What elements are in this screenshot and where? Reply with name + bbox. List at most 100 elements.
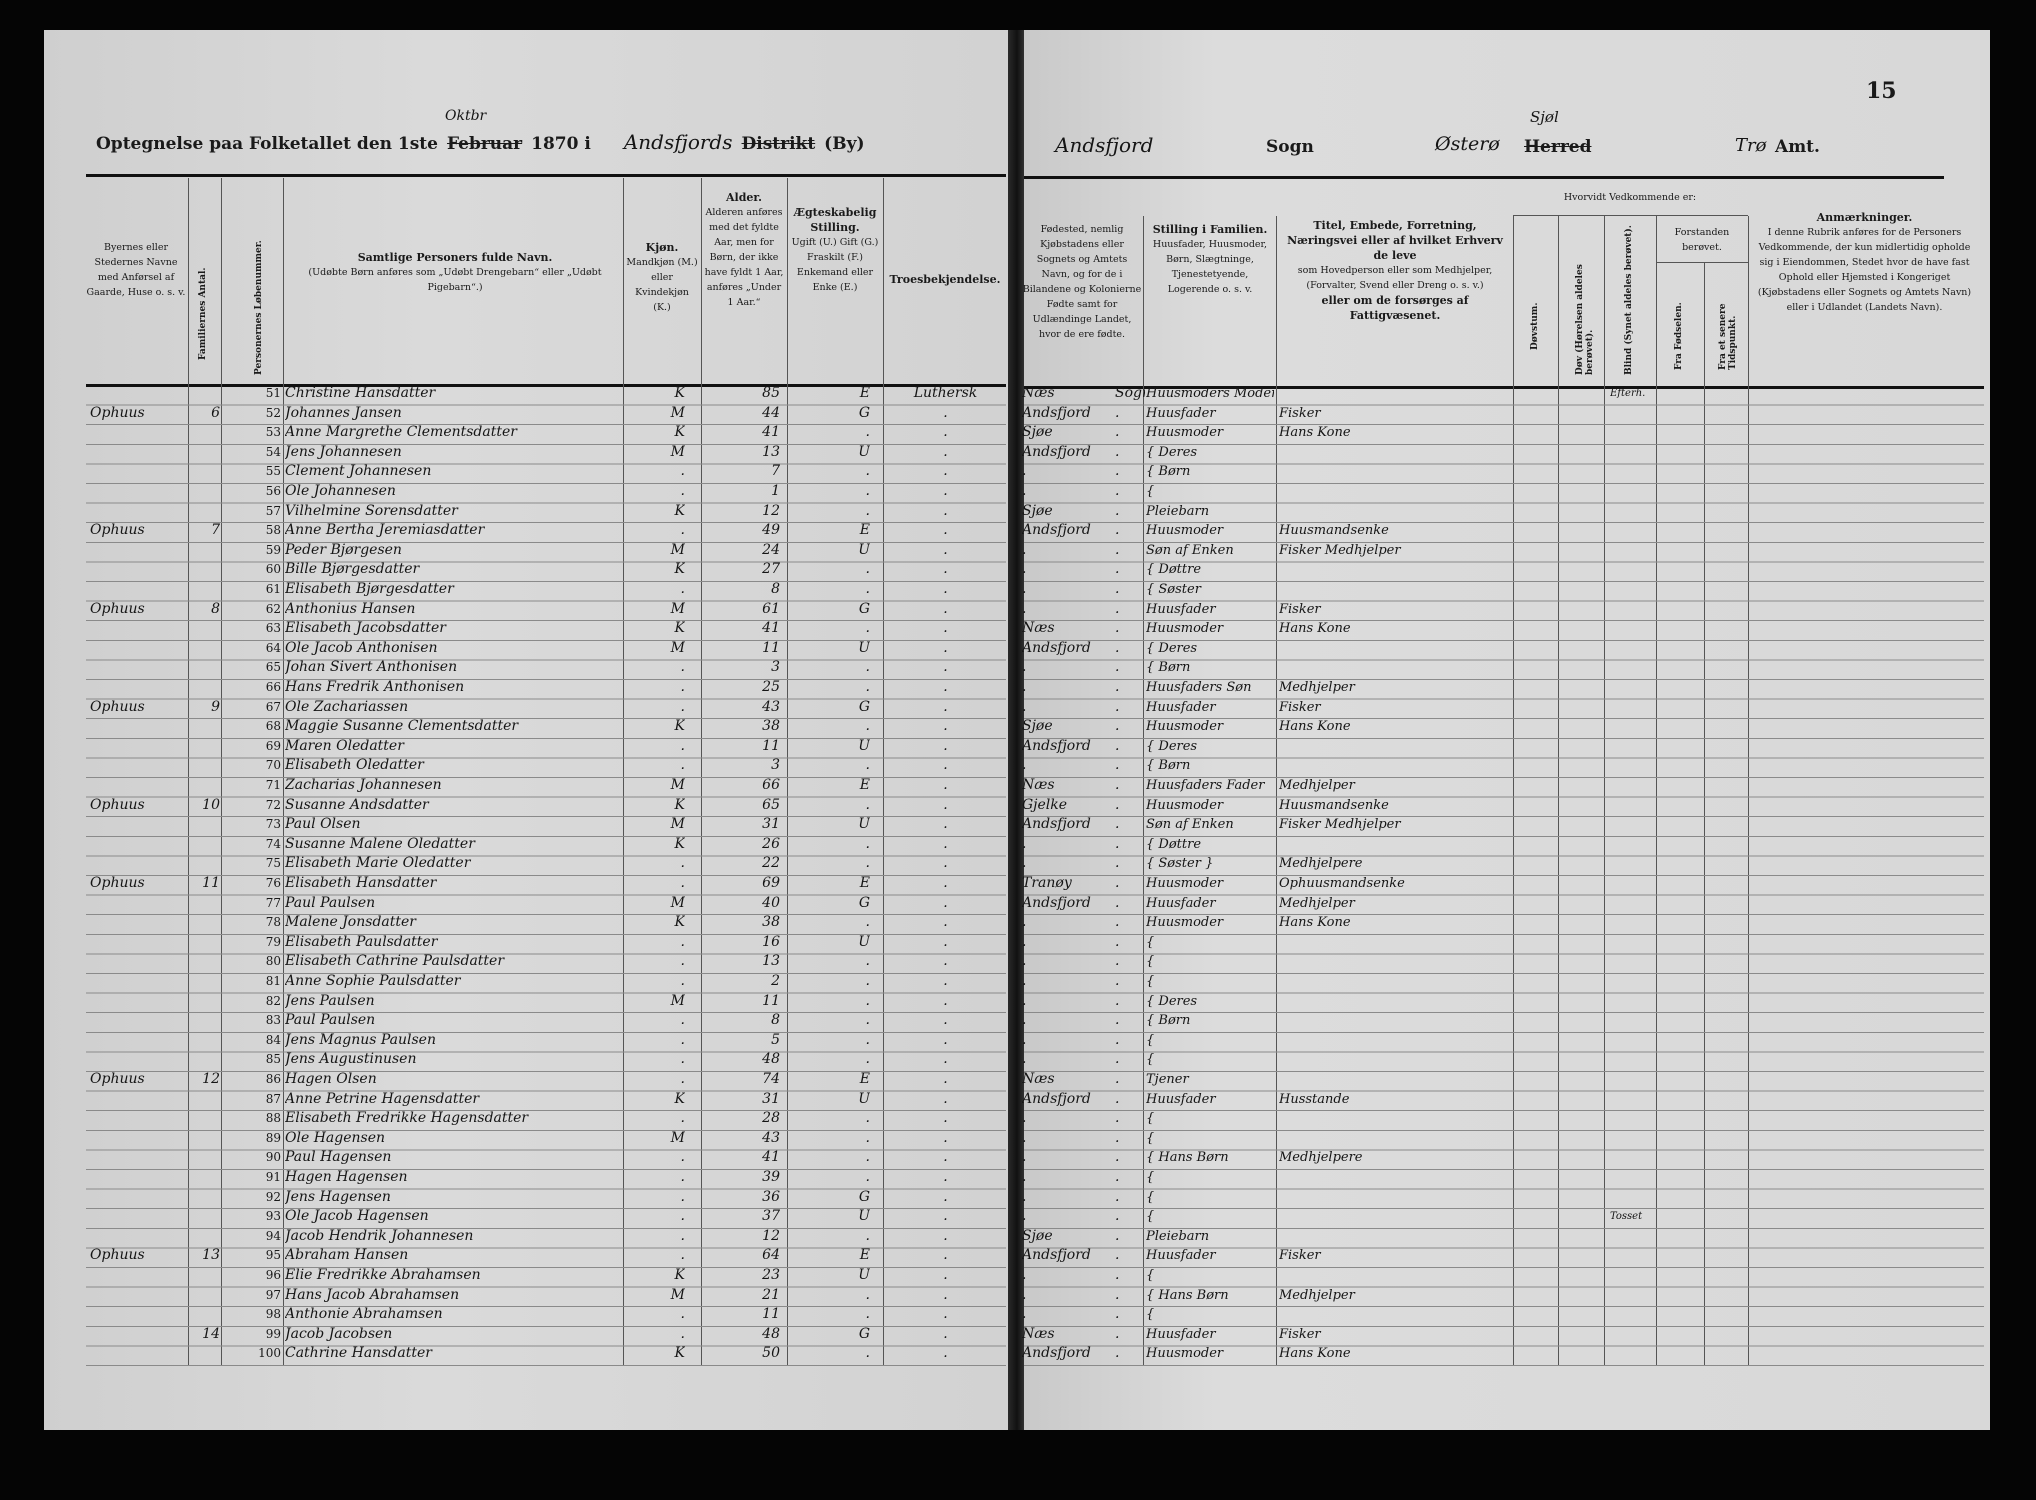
religion-cell: .: [943, 1169, 948, 1185]
place-cell: Ophuus: [90, 1247, 145, 1264]
age-cell: 65: [762, 796, 780, 813]
age-cell: 11: [762, 639, 780, 656]
family-role-cell: Huusfader: [1146, 1248, 1216, 1264]
person-number-cell: 55: [265, 464, 281, 479]
marital-status-cell: .: [865, 835, 870, 852]
age-cell: 23: [762, 1267, 780, 1283]
marital-status-cell: .: [865, 914, 870, 931]
person-number-cell: 70: [265, 758, 281, 773]
person-number-cell: 79: [265, 934, 281, 949]
birthplace-cell: .: [1022, 1149, 1027, 1166]
col-sex-title: Kjøn.: [645, 241, 679, 254]
parish-marker-cell: .: [1115, 443, 1120, 460]
col-deaf-header: Døv (Hørelsen aldeles berøvet).: [1575, 264, 1595, 375]
marital-status-cell: .: [865, 1012, 870, 1029]
family-number-cell: 9: [211, 698, 220, 715]
name-cell: Anne Bertha Jeremiasdatter: [285, 522, 485, 539]
age-cell: 41: [762, 1149, 780, 1166]
religion-cell: .: [943, 835, 948, 852]
sex-cell: M: [670, 1129, 685, 1146]
name-cell: Hagen Olsen: [285, 1071, 377, 1087]
sex-cell: .: [680, 1149, 685, 1166]
birthplace-cell: Sjøe: [1022, 424, 1053, 441]
age-cell: 22: [762, 855, 780, 872]
age-cell: 31: [762, 816, 780, 833]
occupation-cell: Hans Kone: [1279, 621, 1351, 637]
name-cell: Elisabeth Bjørgesdatter: [285, 581, 454, 597]
religion-cell: .: [943, 1071, 948, 1087]
parish-marker-cell: .: [1115, 1208, 1120, 1225]
parish-marker-cell: .: [1115, 914, 1120, 931]
marital-status-cell: .: [865, 757, 870, 774]
religion-cell: .: [943, 541, 948, 558]
family-role-cell: { Søster }: [1146, 856, 1214, 872]
family-role-cell: {: [1146, 1032, 1155, 1048]
person-number-cell: 60: [265, 562, 281, 577]
marital-status-cell: U: [858, 816, 870, 833]
person-number-cell: 89: [265, 1130, 281, 1145]
age-cell: 40: [762, 894, 780, 911]
marital-status-cell: .: [865, 463, 870, 480]
marital-status-cell: .: [865, 1129, 870, 1146]
sex-cell: .: [680, 953, 685, 970]
age-cell: 74: [762, 1071, 780, 1087]
parish-marker-cell: .: [1115, 796, 1120, 813]
parish-marker-cell: .: [1115, 561, 1120, 578]
person-number-cell: 58: [265, 523, 281, 538]
sex-cell: M: [670, 404, 685, 421]
name-cell: Paul Hagensen: [285, 1149, 392, 1166]
parish-marker-cell: .: [1115, 1325, 1120, 1342]
name-cell: Anne Sophie Paulsdatter: [285, 973, 461, 989]
birthplace-cell: .: [1022, 855, 1027, 872]
parish-marker-cell: .: [1115, 1247, 1120, 1264]
col-from-birth-header: Fra Fødselen.: [1674, 302, 1684, 370]
person-number-cell: 52: [265, 405, 281, 420]
birthplace-cell: Sjøe: [1022, 502, 1053, 519]
parish-marker-cell: .: [1115, 1051, 1120, 1068]
name-cell: Elisabeth Hansdatter: [285, 875, 437, 891]
sex-cell: .: [680, 1012, 685, 1029]
parish-marker-cell: .: [1115, 424, 1120, 441]
marital-status-cell: .: [865, 973, 870, 989]
name-cell: Ole Jacob Anthonisen: [285, 639, 438, 656]
sex-cell: .: [680, 1247, 685, 1264]
name-cell: Johan Sivert Anthonisen: [285, 659, 458, 676]
person-number-cell: 56: [265, 484, 281, 498]
col-remarks-note: I denne Rubrik anføres for de Personers …: [1757, 227, 1972, 313]
col-age-note: Alderen anføres med det fyldte Aar, men …: [704, 207, 784, 308]
family-role-cell: Huusfader: [1146, 1091, 1216, 1107]
person-number-cell: 71: [265, 778, 281, 792]
parish-marker-cell: .: [1115, 483, 1120, 499]
parish-marker-cell: .: [1115, 953, 1120, 970]
marital-status-cell: G: [858, 1325, 870, 1342]
occupation-cell: Fisker: [1279, 405, 1321, 421]
name-cell: Elisabeth Oledatter: [285, 757, 424, 774]
col-civil-header: Ægteskabelig Stilling. Ugift (U.) Gift (…: [789, 205, 881, 295]
sex-cell: K: [674, 1090, 685, 1107]
name-cell: Jacob Hendrik Johannesen: [285, 1227, 474, 1244]
person-number-cell: 96: [265, 1268, 281, 1282]
parish-marker-cell: .: [1115, 1090, 1120, 1107]
family-role-cell: Huusmoder: [1146, 915, 1224, 931]
left-title-line: Optegnelse paa Folketallet den 1ste Febr…: [96, 108, 865, 154]
sex-cell: K: [674, 914, 685, 931]
col-civil-note: Ugift (U.) Gift (G.) Fraskilt (F.) Enkem…: [791, 237, 879, 293]
occupation-cell: Medhjelper: [1279, 1287, 1355, 1303]
age-cell: 3: [771, 659, 780, 676]
age-cell: 26: [762, 835, 780, 852]
col-place-header: Byernes eller Stedernes Navne med Anførs…: [86, 242, 186, 298]
col-born-header: Fødested, nemlig Kjøbstadens eller Sogne…: [1022, 224, 1142, 340]
person-number-cell: 82: [265, 993, 281, 1008]
sex-cell: M: [670, 443, 685, 460]
name-cell: Malene Jonsdatter: [285, 914, 416, 931]
religion-cell: .: [943, 1090, 948, 1107]
person-number-cell: 66: [265, 680, 281, 694]
person-number-cell: 77: [265, 895, 281, 910]
birthplace-cell: .: [1022, 1129, 1027, 1146]
family-role-cell: Huusfaders Søn: [1146, 680, 1252, 695]
person-number-cell: 73: [265, 817, 281, 832]
birthplace-cell: Andsfjord: [1022, 1247, 1091, 1264]
birthplace-cell: .: [1022, 600, 1027, 617]
district-label: Distrikt: [741, 134, 816, 154]
parish-marker-cell: .: [1115, 933, 1120, 950]
